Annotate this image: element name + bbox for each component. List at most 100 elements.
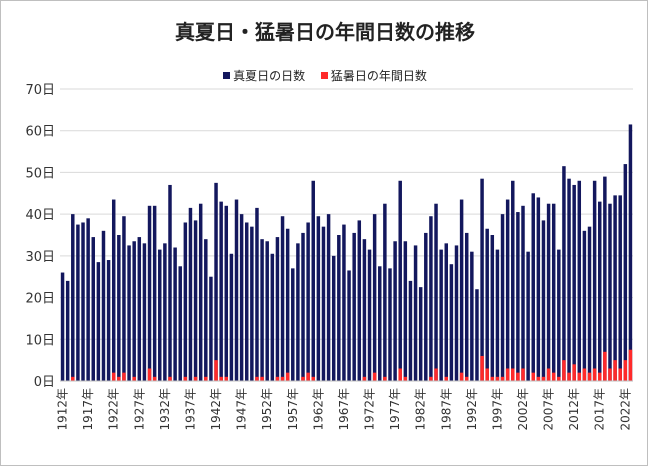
bar-extreme bbox=[500, 376, 505, 381]
bar-extreme bbox=[152, 376, 157, 381]
bar-extreme bbox=[541, 376, 546, 381]
x-tick-label: 1947年 bbox=[235, 388, 249, 431]
bar-midsummer bbox=[214, 182, 218, 381]
bar-extreme bbox=[444, 376, 449, 381]
bar-midsummer bbox=[511, 180, 515, 381]
bar-extreme bbox=[214, 360, 218, 381]
bar-midsummer bbox=[470, 251, 474, 381]
bar-extreme bbox=[516, 372, 520, 381]
bar-extreme bbox=[562, 360, 566, 381]
bar-midsummer bbox=[81, 222, 85, 381]
bar-midsummer bbox=[618, 195, 622, 381]
bar-midsummer bbox=[127, 245, 131, 381]
bar-extreme bbox=[577, 372, 582, 381]
bar-extreme bbox=[132, 376, 136, 381]
bar-midsummer bbox=[142, 243, 147, 381]
bar-midsummer bbox=[587, 226, 592, 381]
bar-extreme bbox=[372, 372, 377, 381]
bar-extreme bbox=[505, 368, 510, 381]
x-tick-label: 1987年 bbox=[439, 388, 453, 431]
chart-legend: 真夏日の日数 猛暑日の年間日数 bbox=[0, 67, 650, 84]
x-tick-label: 1957年 bbox=[286, 388, 300, 431]
bar-midsummer bbox=[413, 245, 418, 381]
bar-midsummer bbox=[152, 205, 157, 381]
bar-midsummer bbox=[424, 232, 428, 381]
bar-midsummer bbox=[117, 235, 121, 381]
bar-extreme bbox=[546, 368, 551, 381]
bar-midsummer bbox=[449, 264, 454, 381]
bar-extreme bbox=[495, 376, 500, 381]
bar-midsummer bbox=[316, 216, 321, 381]
bar-midsummer bbox=[521, 205, 525, 381]
legend-swatch-midsummer bbox=[223, 72, 231, 79]
bar-midsummer bbox=[239, 214, 244, 381]
bar-midsummer bbox=[475, 289, 479, 381]
bar-midsummer bbox=[357, 220, 362, 381]
bar-extreme bbox=[111, 372, 116, 381]
x-tick-label: 1967年 bbox=[337, 388, 351, 431]
x-tick-label: 1962年 bbox=[311, 388, 325, 431]
bar-midsummer bbox=[224, 205, 229, 381]
bar-extreme bbox=[275, 376, 280, 381]
bar-midsummer bbox=[71, 214, 75, 381]
legend-item-midsummer: 真夏日の日数 bbox=[223, 67, 305, 84]
bar-midsummer bbox=[352, 232, 356, 381]
bar-midsummer bbox=[86, 218, 90, 381]
bar-midsummer bbox=[101, 230, 106, 381]
bar-midsummer bbox=[260, 239, 264, 381]
bar-midsummer bbox=[270, 253, 275, 381]
bar-midsummer bbox=[464, 232, 469, 381]
y-tick-label: 30日 bbox=[25, 250, 55, 265]
bar-extreme bbox=[362, 376, 367, 381]
bar-extreme bbox=[592, 368, 597, 381]
y-tick-label: 0日 bbox=[34, 375, 55, 390]
bar-midsummer bbox=[393, 241, 397, 381]
bar-midsummer bbox=[106, 260, 111, 381]
bar-midsummer bbox=[408, 280, 413, 381]
bar-midsummer bbox=[255, 207, 259, 381]
bar-midsummer bbox=[388, 268, 392, 381]
bar-midsummer bbox=[454, 245, 459, 381]
bar-midsummer bbox=[209, 276, 213, 381]
bar-midsummer bbox=[311, 180, 315, 381]
bar-midsummer bbox=[592, 180, 597, 381]
bar-midsummer bbox=[403, 241, 408, 381]
bar-extreme bbox=[183, 376, 188, 381]
bar-midsummer bbox=[495, 249, 500, 381]
bar-extreme bbox=[551, 372, 556, 381]
bar-extreme bbox=[71, 376, 75, 381]
x-tick-label: 2012年 bbox=[567, 388, 581, 431]
bar-midsummer bbox=[173, 247, 177, 381]
y-tick-label: 10日 bbox=[25, 333, 55, 348]
y-tick-label: 50日 bbox=[25, 166, 55, 181]
legend-swatch-extreme bbox=[320, 72, 328, 79]
bar-midsummer bbox=[434, 203, 438, 381]
bar-midsummer bbox=[291, 268, 295, 381]
bar-extreme bbox=[219, 376, 223, 381]
bar-extreme bbox=[531, 372, 535, 381]
bar-extreme bbox=[117, 376, 121, 381]
bar-midsummer bbox=[326, 214, 331, 381]
bar-midsummer bbox=[178, 266, 182, 381]
bar-midsummer bbox=[598, 201, 602, 381]
bar-midsummer bbox=[613, 195, 617, 381]
bar-midsummer bbox=[505, 199, 510, 381]
bar-midsummer bbox=[551, 203, 556, 381]
bar-extreme bbox=[285, 372, 290, 381]
x-tick-label: 1977年 bbox=[388, 388, 402, 431]
bar-extreme bbox=[434, 368, 438, 381]
bar-midsummer bbox=[536, 197, 541, 381]
x-tick-label: 2007年 bbox=[542, 388, 556, 431]
bar-midsummer bbox=[198, 203, 203, 381]
bar-midsummer bbox=[229, 253, 234, 381]
bar-extreme bbox=[485, 368, 489, 381]
bar-extreme bbox=[280, 376, 285, 381]
bar-midsummer bbox=[96, 262, 101, 381]
bar-midsummer bbox=[132, 241, 136, 381]
bar-midsummer bbox=[572, 184, 576, 381]
bar-extreme bbox=[628, 349, 633, 381]
x-tick-label: 2002年 bbox=[516, 388, 530, 431]
chart-title: 真夏日・猛暑日の年間日数の推移 bbox=[175, 20, 475, 44]
bar-midsummer bbox=[541, 220, 546, 381]
bar-extreme bbox=[623, 360, 628, 381]
